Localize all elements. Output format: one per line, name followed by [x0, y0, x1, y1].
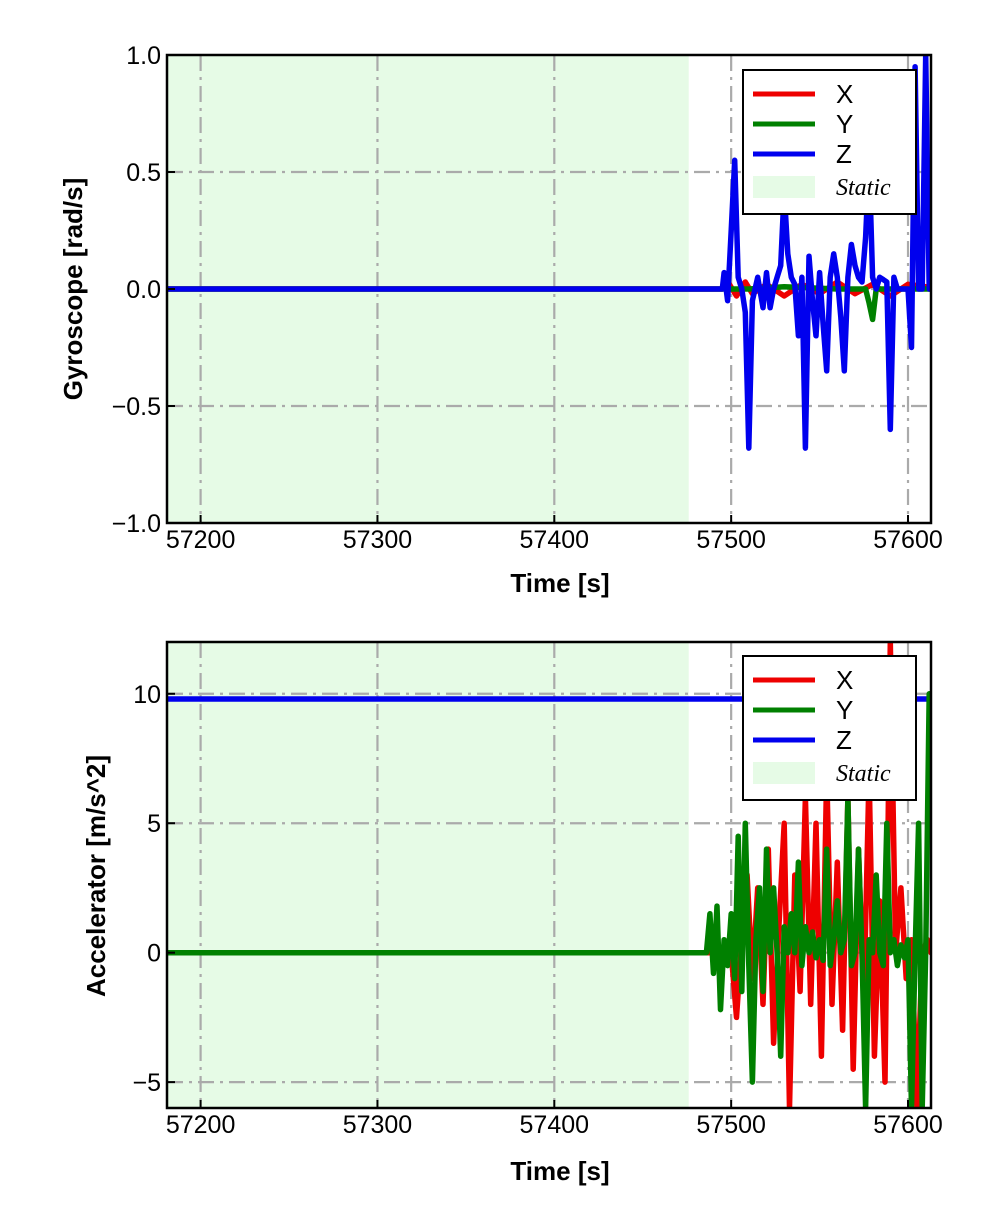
legend-swatch-static: [753, 176, 815, 198]
legend-label-x: X: [836, 79, 853, 109]
y-tick-label: 0.5: [126, 159, 161, 187]
legend: X Y Z Static: [742, 655, 917, 801]
y-tick-label: 10: [133, 681, 161, 709]
y-tick-label: 0: [147, 940, 161, 968]
x-tick-label: 57200: [166, 526, 236, 554]
y-tick-label: −1.0: [112, 510, 161, 538]
legend-label-z: Z: [836, 139, 852, 169]
static-region: [167, 642, 689, 1108]
y-tick-label: −5: [132, 1069, 161, 1097]
gyroscope-plot: 57200 57300 57400 57500 57600 −1.0 −0.5 0.0 0.5 1…: [58, 42, 943, 598]
legend-label-y: Y: [836, 695, 853, 725]
plot-frame: [165, 640, 933, 1110]
x-tick-label: 57600: [873, 1111, 943, 1139]
legend-label-x: X: [836, 665, 853, 695]
y-axis-label: Accelerator [m/s^2]: [81, 755, 111, 997]
legend: X Y Z Static: [742, 69, 917, 215]
x-tick-label: 57500: [696, 526, 766, 554]
series-lines: [167, 55, 931, 451]
y-axis-label: Gyroscope [rad/s]: [58, 178, 88, 401]
ticks: 57200 57300 57400 57500 57600 −1.0 −0.5 0.0 0.5 1…: [112, 42, 943, 554]
series-line-y: [167, 691, 931, 1108]
series-line-z: [167, 55, 931, 451]
y-tick-label: 0.0: [126, 276, 161, 304]
y-tick-label: 5: [147, 810, 161, 838]
legend-label-static: Static: [836, 175, 891, 201]
legend-label-static: Static: [836, 761, 891, 787]
x-tick-label: 57300: [343, 1111, 413, 1139]
legend-label-y: Y: [836, 109, 853, 139]
x-axis-label: Time [s]: [510, 1156, 609, 1186]
y-tick-label: −0.5: [112, 393, 161, 421]
x-tick-label: 57600: [873, 526, 943, 554]
x-axis-label: Time [s]: [510, 568, 609, 598]
accelerator-plot: 57200 57300 57400 57500 57600 −5 0 5 10 Time [s]…: [81, 640, 943, 1186]
legend-swatch-static: [753, 762, 815, 784]
x-tick-label: 57400: [520, 1111, 590, 1139]
legend-label-z: Z: [836, 725, 852, 755]
x-tick-label: 57500: [696, 1111, 766, 1139]
x-tick-label: 57200: [166, 1111, 236, 1139]
x-tick-label: 57400: [520, 526, 590, 554]
y-tick-label: 1.0: [126, 42, 161, 70]
x-tick-label: 57300: [343, 526, 413, 554]
ticks: 57200 57300 57400 57500 57600 −5 0 5 10: [132, 681, 942, 1139]
